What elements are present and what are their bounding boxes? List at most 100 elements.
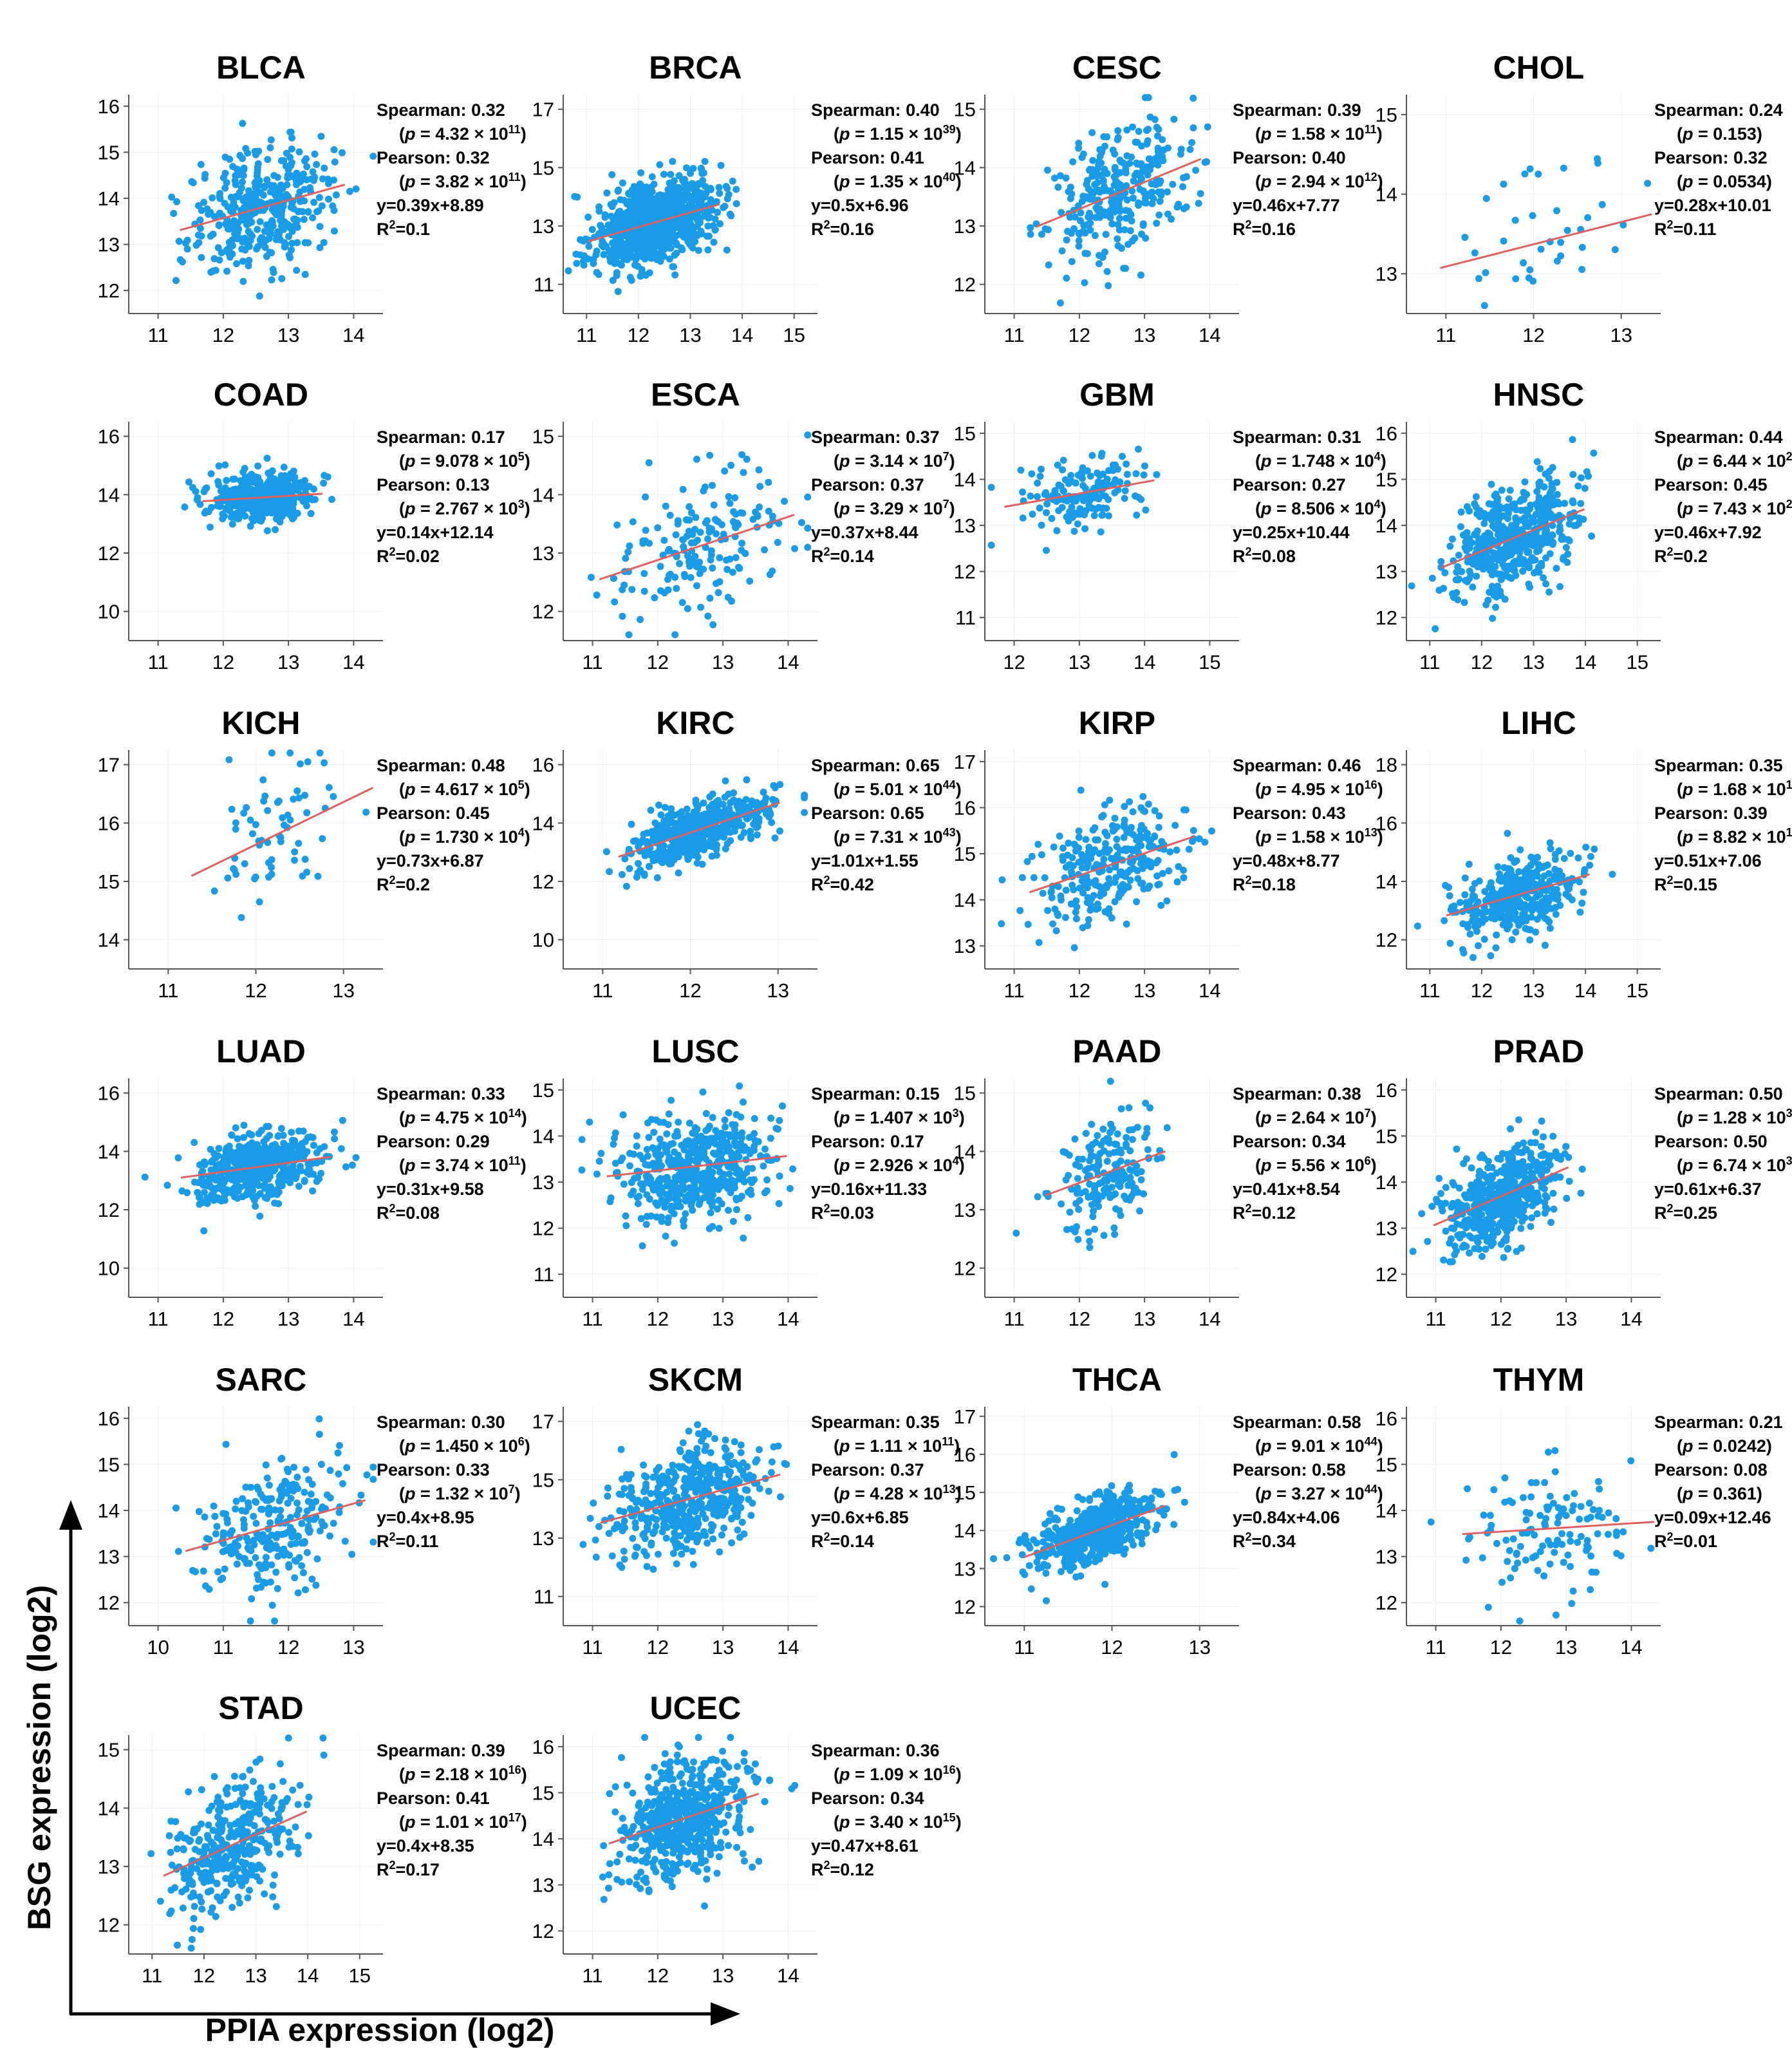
scatter-point [572, 250, 580, 258]
regression-equation: y=0.51x+7.06 [1654, 851, 1762, 870]
scatter-point [1480, 302, 1488, 310]
y-tick-label: 16 [1376, 812, 1397, 834]
scatter-point [698, 165, 705, 173]
scatter-point [1493, 570, 1501, 578]
scatter-point [299, 872, 306, 880]
scatter-point [657, 832, 665, 840]
scatter-point [646, 196, 654, 203]
scatter-point [1077, 217, 1084, 225]
spearman-p-value: (p = 6.44 × 1025) [1677, 450, 1792, 471]
scatter-point [707, 185, 714, 192]
scatter-point [710, 501, 718, 509]
scatter-point [1039, 890, 1047, 897]
scatter-point [268, 749, 275, 756]
scatter-point [667, 171, 675, 178]
scatter-point [1526, 583, 1534, 591]
scatter-point [285, 166, 292, 174]
scatter-point [1121, 816, 1128, 824]
scatter-point [761, 546, 769, 554]
stat-part: ) [525, 827, 530, 847]
stat-part: R [1654, 547, 1667, 566]
scatter-point [637, 169, 645, 176]
scatter-point [311, 173, 319, 181]
scatter-point [602, 848, 610, 856]
scatter-point [1109, 146, 1117, 154]
pearson-label: Pearson: 0.45 [377, 803, 490, 823]
scatter-point [1526, 165, 1534, 173]
scatter-point [599, 228, 606, 236]
scatter-point [1106, 207, 1114, 215]
stat-part: R [1233, 547, 1246, 566]
scatter-point [1163, 897, 1171, 905]
scatter-point [1112, 177, 1120, 185]
scatter-point [1123, 214, 1130, 222]
scatter-point [804, 493, 812, 501]
scatter-point [752, 800, 760, 807]
scatter-point [1504, 888, 1512, 896]
scatter-point [221, 184, 229, 192]
y-tick-label: 17 [954, 751, 976, 773]
scatter-point [1535, 563, 1543, 571]
stat-part: 5 [518, 450, 525, 463]
scatter-point [1111, 166, 1119, 174]
scatter-point [1155, 179, 1162, 187]
stat-part: × 10 [479, 827, 518, 847]
scatter-point [1504, 829, 1511, 837]
x-tick-label: 13 [332, 979, 354, 1002]
stat-part: = [416, 172, 436, 191]
scatter-point [266, 249, 274, 256]
scatter-point [1099, 471, 1107, 478]
scatter-point [259, 776, 267, 784]
stat-part: 14 [1786, 826, 1792, 839]
scatter-point [1126, 876, 1134, 884]
stat-part: 0.31 [1327, 427, 1361, 447]
scatter-point [1488, 516, 1495, 523]
scatter-point [268, 217, 276, 225]
scatter-point [275, 797, 283, 805]
x-tick-label: 12 [1069, 979, 1090, 1002]
scatter-point [1102, 230, 1110, 238]
scatter-point [1099, 254, 1106, 261]
scatter-point [1581, 866, 1589, 874]
scatter-point [1137, 174, 1144, 182]
scatter-point [273, 233, 281, 241]
stat-part: R [811, 875, 824, 894]
scatter-point [1148, 188, 1156, 196]
scatter-points [1408, 436, 1598, 633]
scatter-point [283, 181, 291, 189]
scatter-point [666, 570, 674, 578]
spearman-p-value: (p = 5.01 × 1044) [834, 778, 962, 799]
scatter-point [577, 236, 584, 243]
scatter-point [297, 178, 304, 185]
stat-part: Spearman: [1654, 427, 1749, 447]
stat-part: 2 [389, 545, 396, 558]
stat-part: 0.17 [471, 427, 505, 447]
stat-part: R [1654, 220, 1667, 239]
stat-part: 43 [943, 826, 956, 839]
scatter-point [1151, 116, 1159, 124]
scatter-point [1529, 277, 1537, 285]
x-tick-label: 11 [592, 979, 613, 1002]
scatter-point [1466, 507, 1473, 515]
scatter-point [733, 185, 740, 193]
scatter-point [254, 462, 262, 470]
scatter-point [301, 791, 308, 799]
scatter-point [1527, 914, 1535, 921]
scatter-point [1103, 268, 1111, 276]
scatter-point [695, 247, 702, 254]
scatter-point [1542, 502, 1549, 509]
scatter-point [1028, 470, 1036, 478]
scatter-point [1190, 827, 1197, 834]
regression-equation: y=0.37x+8.44 [811, 523, 919, 542]
pearson-p-value: (p = 1.730 × 104) [399, 826, 530, 847]
stat-part: 6.44 [1713, 451, 1747, 471]
scatter-point [299, 170, 307, 178]
stat-part: 3.82 [435, 172, 469, 191]
scatter-point [1120, 834, 1128, 841]
scatter-point [283, 509, 291, 517]
scatter-point [288, 145, 295, 153]
scatter-point [253, 245, 261, 253]
scatter-point [739, 509, 747, 517]
scatter-point [641, 852, 649, 860]
